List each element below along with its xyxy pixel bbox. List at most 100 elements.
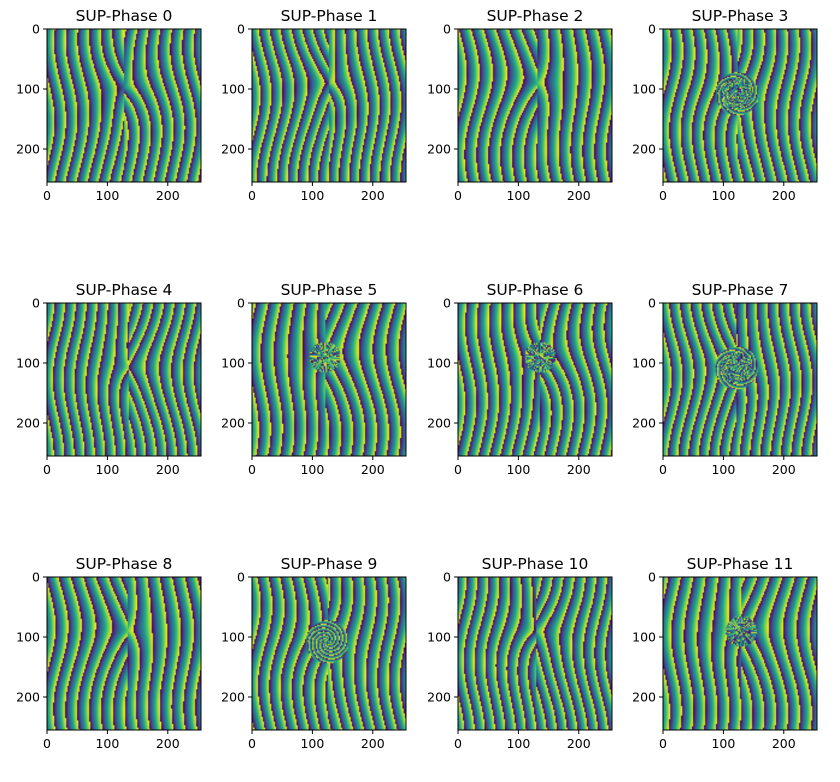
y-tick-label: 0 bbox=[237, 296, 245, 311]
x-tick-label: 100 bbox=[711, 188, 735, 203]
panel-title: SUP-Phase 0 bbox=[76, 7, 173, 25]
x-tick-label: 200 bbox=[361, 188, 385, 203]
panel-6: SUP-Phase 6 0 100 200 0 100 200 bbox=[427, 281, 613, 477]
y-tick-label: 100 bbox=[427, 630, 451, 645]
y-tick-label: 0 bbox=[32, 570, 40, 585]
panel-11: SUP-Phase 11 0 100 200 0 100 200 bbox=[632, 555, 818, 751]
x-tick-label: 0 bbox=[454, 736, 462, 751]
heatmap-image bbox=[47, 29, 201, 182]
heatmap-image bbox=[458, 303, 612, 456]
x-tick-label: 0 bbox=[248, 188, 256, 203]
panel-title: SUP-Phase 3 bbox=[692, 7, 789, 25]
y-tick-label: 0 bbox=[443, 570, 451, 585]
y-tick-label: 200 bbox=[221, 142, 245, 157]
panel-8: SUP-Phase 8 0 100 200 0 100 200 bbox=[16, 555, 202, 751]
panel-7: SUP-Phase 7 0 100 200 0 100 200 bbox=[632, 281, 818, 477]
heatmap-image bbox=[252, 303, 406, 456]
x-tick-label: 200 bbox=[772, 736, 796, 751]
panel-3: SUP-Phase 3 0 100 200 0 100 200 bbox=[632, 7, 818, 203]
y-tick-label: 0 bbox=[648, 22, 656, 37]
panel-title: SUP-Phase 7 bbox=[692, 281, 789, 299]
y-tick-label: 0 bbox=[443, 296, 451, 311]
y-tick-label: 100 bbox=[221, 630, 245, 645]
y-tick-label: 0 bbox=[32, 22, 40, 37]
x-tick-label: 100 bbox=[300, 188, 324, 203]
y-tick-label: 100 bbox=[16, 630, 40, 645]
y-tick-label: 200 bbox=[221, 690, 245, 705]
axes-frame bbox=[46, 302, 202, 457]
x-tick-label: 200 bbox=[567, 462, 591, 477]
x-tick-label: 100 bbox=[506, 462, 530, 477]
heatmap-image bbox=[252, 577, 406, 730]
y-tick-label: 0 bbox=[237, 22, 245, 37]
y-tick-label: 100 bbox=[632, 630, 656, 645]
x-tick-label: 200 bbox=[772, 462, 796, 477]
heatmap-image bbox=[47, 303, 201, 456]
y-tick-label: 0 bbox=[648, 296, 656, 311]
axes-frame bbox=[457, 302, 613, 457]
y-tick-label: 200 bbox=[632, 142, 656, 157]
axes-frame bbox=[457, 576, 613, 731]
panel-9: SUP-Phase 9 0 100 200 0 100 200 bbox=[221, 555, 407, 751]
x-tick-label: 0 bbox=[659, 462, 667, 477]
x-tick-label: 0 bbox=[659, 188, 667, 203]
y-tick-label: 100 bbox=[16, 356, 40, 371]
x-tick-label: 0 bbox=[43, 736, 51, 751]
y-tick-label: 200 bbox=[427, 416, 451, 431]
panel-title: SUP-Phase 9 bbox=[281, 555, 378, 573]
y-tick-label: 0 bbox=[237, 570, 245, 585]
x-tick-label: 0 bbox=[659, 736, 667, 751]
x-tick-label: 100 bbox=[95, 462, 119, 477]
panel-title: SUP-Phase 8 bbox=[76, 555, 173, 573]
panel-title: SUP-Phase 10 bbox=[482, 555, 589, 573]
x-tick-label: 0 bbox=[43, 462, 51, 477]
x-tick-label: 100 bbox=[711, 462, 735, 477]
heatmap-image bbox=[252, 29, 406, 182]
x-tick-label: 100 bbox=[506, 188, 530, 203]
y-tick-label: 0 bbox=[443, 22, 451, 37]
x-tick-label: 100 bbox=[300, 736, 324, 751]
panel-0: SUP-Phase 0 0 100 200 0 100 200 bbox=[16, 7, 202, 203]
x-tick-label: 0 bbox=[454, 462, 462, 477]
x-tick-label: 100 bbox=[506, 736, 530, 751]
y-tick-label: 200 bbox=[16, 142, 40, 157]
x-tick-label: 0 bbox=[454, 188, 462, 203]
y-tick-label: 100 bbox=[427, 82, 451, 97]
panel-title: SUP-Phase 2 bbox=[487, 7, 584, 25]
x-tick-label: 200 bbox=[156, 188, 180, 203]
x-tick-label: 200 bbox=[567, 188, 591, 203]
heatmap-image bbox=[663, 577, 817, 730]
y-tick-label: 0 bbox=[32, 296, 40, 311]
panel-title: SUP-Phase 11 bbox=[687, 555, 794, 573]
y-tick-label: 100 bbox=[221, 82, 245, 97]
panel-10: SUP-Phase 10 0 100 200 0 100 200 bbox=[427, 555, 613, 751]
y-tick-label: 200 bbox=[16, 416, 40, 431]
axes-frame bbox=[662, 302, 818, 457]
panel-title: SUP-Phase 5 bbox=[281, 281, 378, 299]
axes-frame bbox=[46, 28, 202, 183]
axes-frame bbox=[251, 302, 407, 457]
x-tick-label: 100 bbox=[95, 188, 119, 203]
axes-frame bbox=[251, 576, 407, 731]
y-tick-label: 100 bbox=[427, 356, 451, 371]
heatmap-image bbox=[458, 29, 612, 182]
panel-title: SUP-Phase 1 bbox=[281, 7, 378, 25]
axes-frame bbox=[251, 28, 407, 183]
panel-2: SUP-Phase 2 0 100 200 0 100 200 bbox=[427, 7, 613, 203]
y-tick-label: 200 bbox=[427, 690, 451, 705]
y-tick-label: 200 bbox=[632, 690, 656, 705]
y-tick-label: 0 bbox=[648, 570, 656, 585]
heatmap-image bbox=[458, 577, 612, 730]
panel-title: SUP-Phase 6 bbox=[487, 281, 584, 299]
x-tick-label: 0 bbox=[248, 462, 256, 477]
x-tick-label: 100 bbox=[711, 736, 735, 751]
axes-frame bbox=[457, 28, 613, 183]
panel-4: SUP-Phase 4 0 100 200 0 100 200 bbox=[16, 281, 202, 477]
x-tick-label: 200 bbox=[567, 736, 591, 751]
x-tick-label: 0 bbox=[248, 736, 256, 751]
x-tick-label: 0 bbox=[43, 188, 51, 203]
panel-5: SUP-Phase 5 0 100 200 0 100 200 bbox=[221, 281, 407, 477]
axes-frame bbox=[662, 28, 818, 183]
y-tick-label: 100 bbox=[632, 82, 656, 97]
